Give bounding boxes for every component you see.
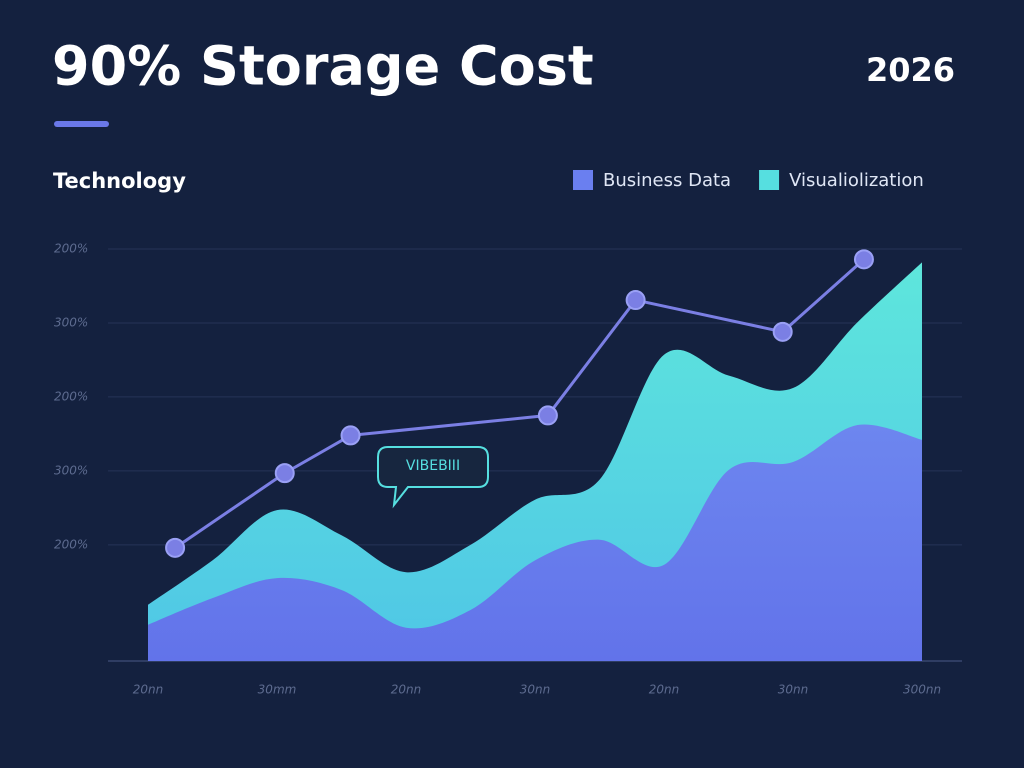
x-tick-label: 30nn	[778, 683, 808, 697]
y-tick-label: 300%	[54, 463, 88, 477]
y-tick-label: 200%	[54, 242, 88, 256]
x-tick-label: 20nn	[649, 683, 679, 697]
legend: Business Data Visualiolization	[573, 170, 924, 191]
y-tick-label: 300%	[54, 315, 88, 329]
line-marker	[853, 249, 874, 270]
x-tick-label: 20nn	[391, 683, 421, 697]
legend-swatch	[759, 170, 780, 190]
x-tick-label: 300nn	[903, 683, 941, 697]
callout-bubble	[377, 446, 489, 509]
x-tick-label: 30mm	[258, 683, 297, 697]
line-marker	[165, 537, 186, 558]
line-marker	[537, 405, 558, 426]
x-tick-label: 30nn	[520, 683, 550, 697]
line-marker	[772, 321, 793, 342]
legend-label: Visualiolization	[789, 170, 924, 191]
subtitle: Technology	[53, 169, 186, 193]
year: 2026	[866, 51, 955, 89]
line-marker	[625, 290, 646, 311]
annotation: VIBEBIII	[406, 458, 460, 474]
line-marker	[340, 425, 361, 446]
chart-title: 90% Storage Cost	[52, 35, 594, 98]
legend-label: Business Data	[603, 170, 731, 191]
line-marker	[274, 463, 295, 484]
area	[148, 424, 922, 661]
callout: VIBEBIII	[377, 446, 489, 509]
plot	[148, 249, 922, 661]
y-tick-label: 200%	[54, 537, 88, 551]
title-underline	[54, 121, 109, 127]
legend-swatch	[573, 170, 593, 190]
x-tick-label: 20nn	[133, 683, 163, 697]
y-tick-label: 200%	[54, 389, 88, 403]
